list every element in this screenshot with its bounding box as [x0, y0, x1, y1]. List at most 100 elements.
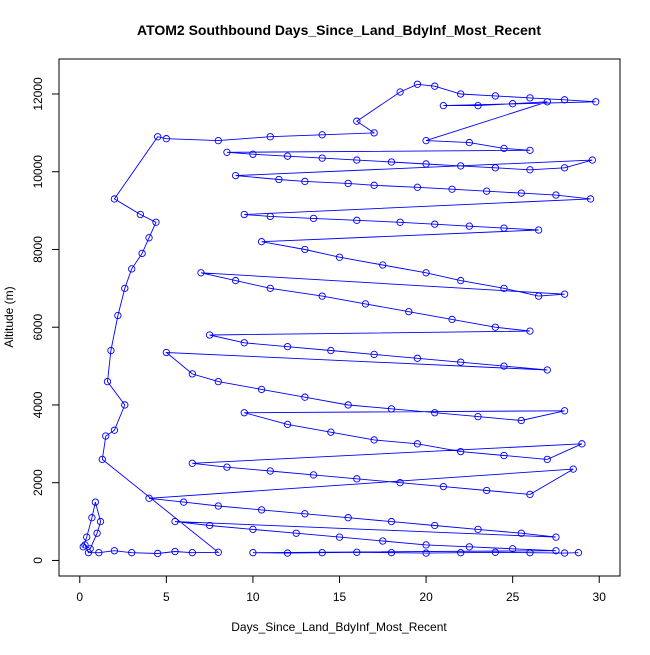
data-point: [240, 339, 248, 347]
data-point: [370, 181, 378, 189]
data-point: [318, 154, 326, 162]
data-point: [465, 138, 474, 147]
chart-title: ATOM2 Southbound Days_Since_Land_BdyInf_…: [137, 22, 541, 38]
data-point: [301, 510, 309, 518]
data-point: [483, 486, 491, 495]
data-point: [491, 164, 499, 172]
data-point: [107, 346, 115, 355]
data-point: [152, 218, 160, 226]
x-axis: 0 5 10 15 20 25 30: [76, 575, 607, 604]
series-line: [82, 83, 596, 554]
data-point: [283, 549, 292, 557]
data-point: [257, 506, 266, 514]
plot-frame: [58, 58, 621, 577]
data-point: [128, 549, 136, 557]
data-point: [223, 148, 231, 156]
data-point: [353, 548, 361, 556]
data-point: [413, 354, 422, 362]
data-point: [205, 521, 214, 530]
x-tick-label: 30: [593, 590, 607, 604]
data-point: [128, 265, 136, 273]
data-point: [431, 82, 439, 90]
data-point: [162, 348, 171, 357]
data-point: [145, 494, 153, 502]
y-tick-label: 0: [31, 557, 45, 564]
data-point: [387, 517, 396, 526]
data-point: [370, 129, 378, 137]
data-point: [353, 216, 361, 224]
x-tick-label: 15: [333, 590, 347, 604]
data-point: [249, 549, 257, 557]
data-point: [86, 545, 94, 553]
data-point: [257, 238, 266, 246]
x-tick-label: 25: [506, 590, 520, 604]
data-point: [387, 549, 396, 557]
data-point: [88, 514, 96, 522]
data-point: [283, 343, 292, 351]
data-point: [457, 162, 465, 170]
data-point: [457, 90, 465, 98]
data-point: [223, 463, 231, 471]
data-point: [95, 549, 103, 557]
data-point: [327, 346, 335, 355]
data-point: [457, 447, 465, 456]
data-point: [353, 475, 361, 483]
data-point: [474, 101, 482, 110]
data-point: [474, 525, 482, 534]
data-point: [266, 133, 274, 141]
data-point: [110, 426, 119, 434]
data-point: [96, 517, 105, 526]
data-point: [275, 175, 283, 184]
data-point: [318, 549, 326, 557]
data-point: [448, 185, 456, 193]
data-point: [543, 455, 551, 464]
data-point: [387, 158, 396, 166]
y-tick-label: 8000: [31, 236, 45, 263]
data-point: [91, 498, 100, 506]
data-point: [214, 136, 222, 145]
data-point: [517, 416, 525, 425]
data-point: [114, 311, 122, 320]
data-point: [171, 517, 179, 526]
data-point: [214, 548, 222, 556]
data-point: [592, 98, 600, 106]
data-point: [379, 537, 387, 545]
data-point: [396, 218, 404, 226]
data-point: [552, 547, 560, 555]
data-point: [431, 220, 439, 228]
data-point: [110, 547, 119, 555]
data-point: [560, 290, 569, 298]
data-point: [214, 502, 222, 510]
data-point: [508, 545, 517, 553]
y-axis: 0 2000 4000 6000 8000 10000 12000: [31, 77, 60, 564]
data-point: [526, 94, 534, 102]
data-point: [214, 377, 222, 386]
data-point: [543, 98, 551, 106]
data-point: [121, 284, 129, 292]
data-point: [439, 101, 448, 110]
data-point: [240, 210, 248, 219]
x-tick-label: 20: [419, 590, 433, 604]
data-point: [586, 195, 595, 203]
data-point: [526, 146, 534, 154]
y-tick-label: 2000: [31, 469, 45, 496]
data-point: [197, 269, 205, 277]
data-point: [574, 549, 583, 557]
data-point: [136, 210, 145, 219]
data-point: [103, 377, 112, 386]
data-point: [138, 249, 146, 258]
data-point: [448, 315, 456, 324]
data-point: [543, 366, 551, 374]
data-point: [318, 131, 326, 139]
data-point: [110, 195, 119, 203]
data-point: [491, 548, 499, 556]
data-point: [266, 467, 274, 475]
data-point: [483, 187, 491, 195]
data-point: [517, 529, 525, 537]
y-tick-label: 4000: [31, 391, 45, 418]
data-point: [457, 358, 465, 366]
data-point: [309, 214, 318, 223]
data-point: [249, 525, 257, 534]
